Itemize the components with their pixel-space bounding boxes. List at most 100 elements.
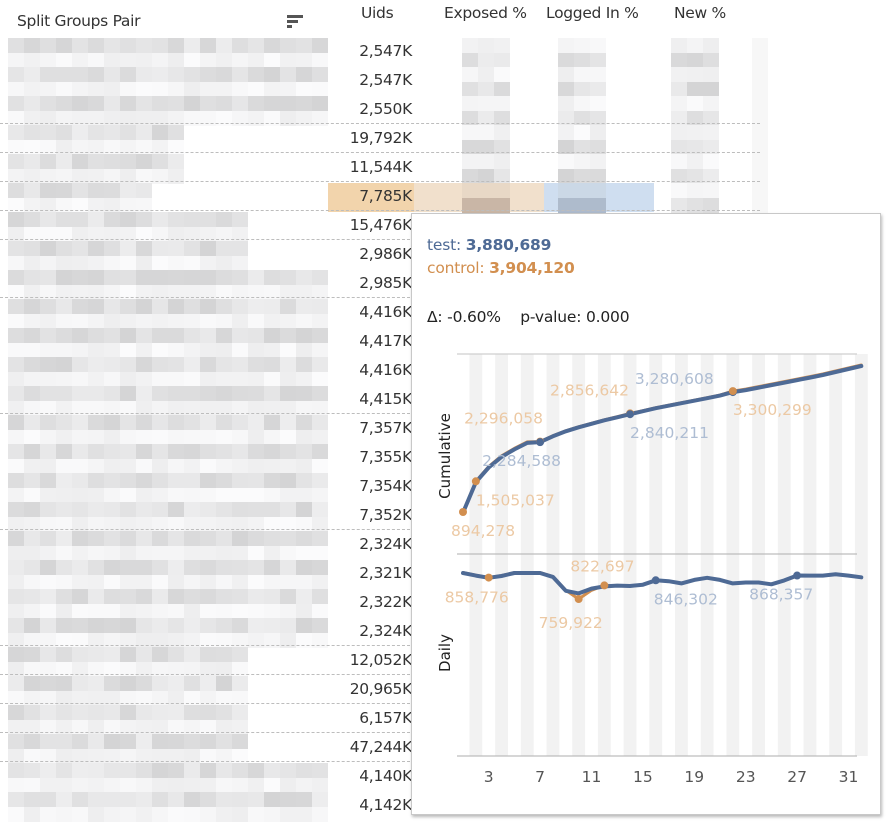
daily-data-label: 759,922 bbox=[539, 614, 603, 632]
sort-descending-icon[interactable] bbox=[287, 15, 303, 29]
daily-data-label: 822,697 bbox=[570, 557, 634, 575]
control-label: control: bbox=[427, 259, 485, 277]
column-header-new-pct[interactable]: New % bbox=[674, 4, 726, 22]
column-header-uids[interactable]: Uids bbox=[361, 4, 394, 22]
uids-cell: 2,547K bbox=[359, 42, 412, 60]
logged-in-pct-cell bbox=[558, 183, 606, 213]
uids-cell: 47,244K bbox=[349, 738, 413, 756]
daily-marker-control bbox=[574, 595, 583, 603]
extra-cell bbox=[752, 125, 768, 155]
uids-cell: 4,140K bbox=[359, 767, 412, 785]
exposed-pct-cell bbox=[462, 183, 510, 213]
cumulative-marker-control bbox=[728, 387, 737, 396]
cumulative-marker-control bbox=[471, 477, 480, 486]
table-row[interactable]: 7,357K bbox=[0, 415, 760, 445]
grid-band bbox=[726, 354, 740, 756]
table-row[interactable]: 2,985K bbox=[0, 270, 760, 300]
table-row[interactable]: 2,324K bbox=[0, 531, 760, 561]
table-row[interactable]: 15,476K bbox=[0, 212, 760, 242]
x-tick-label: 31 bbox=[839, 768, 859, 786]
group-separator bbox=[0, 674, 410, 675]
table-row[interactable]: 7,354K bbox=[0, 473, 760, 503]
uids-cell: 11,544K bbox=[349, 158, 413, 176]
column-header-split-groups-pair[interactable]: Split Groups Pair bbox=[17, 12, 141, 30]
x-tick-label: 3 bbox=[484, 768, 494, 786]
cumulative-line-test bbox=[461, 364, 864, 515]
cumulative-marker-control bbox=[459, 508, 467, 516]
column-header-logged-in-pct[interactable]: Logged In % bbox=[546, 4, 639, 22]
table-row[interactable]: 4,416K bbox=[0, 357, 760, 387]
uids-cell: 4,415K bbox=[359, 390, 412, 408]
column-header-exposed-pct[interactable]: Exposed % bbox=[444, 4, 527, 22]
exposed-pct-cell bbox=[462, 67, 510, 97]
cumulative-marker-test bbox=[626, 410, 635, 419]
table-row[interactable]: 7,352K bbox=[0, 502, 760, 532]
group-separator bbox=[0, 152, 760, 153]
table-row[interactable]: 7,355K bbox=[0, 444, 760, 474]
daily-data-label: 868,357 bbox=[749, 586, 813, 604]
group-separator bbox=[0, 529, 410, 530]
cumulative-data-label: 2,840,211 bbox=[630, 424, 709, 442]
uids-cell: 19,792K bbox=[349, 129, 413, 147]
grid-band bbox=[546, 354, 560, 756]
delta-value: -0.60% bbox=[447, 308, 501, 326]
tooltip-test-row: test: 3,880,689 bbox=[427, 236, 551, 254]
uids-cell: 2,322K bbox=[359, 593, 412, 611]
daily-marker-control bbox=[484, 573, 493, 582]
table-row[interactable]: 47,244K bbox=[0, 734, 760, 764]
table-row[interactable]: 2,321K bbox=[0, 560, 760, 590]
table-row[interactable]: 20,965K bbox=[0, 676, 760, 706]
new-pct-cell bbox=[671, 96, 719, 126]
extra-cell bbox=[752, 154, 768, 184]
table-row[interactable]: 2,324K bbox=[0, 618, 760, 648]
grid-band bbox=[675, 354, 688, 756]
cumulative-marker-test bbox=[536, 438, 545, 447]
group-separator bbox=[0, 413, 410, 414]
uids-cell: 2,550K bbox=[359, 100, 412, 118]
cumulative-data-label: 1,505,037 bbox=[476, 491, 555, 509]
tooltip-stats-row: Δ: -0.60% p-value: 0.000 bbox=[427, 308, 630, 326]
table-row[interactable]: 11,544K bbox=[0, 154, 768, 184]
extra-cell bbox=[752, 67, 768, 97]
daily-data-label: 846,302 bbox=[654, 590, 718, 608]
new-pct-cell bbox=[671, 183, 719, 213]
daily-marker-control bbox=[600, 581, 609, 590]
daily-marker-test bbox=[793, 571, 802, 580]
table-row[interactable]: 19,792K bbox=[0, 125, 768, 155]
delta-label: Δ: bbox=[427, 308, 443, 326]
exposed-pct-cell bbox=[462, 154, 510, 184]
table-row[interactable]: 7,785K bbox=[0, 183, 768, 213]
table-row[interactable]: 2,550K bbox=[0, 96, 768, 126]
table-row[interactable]: 12,052K bbox=[0, 647, 760, 677]
extra-cell bbox=[752, 38, 768, 68]
grid-band bbox=[597, 354, 611, 756]
group-separator bbox=[0, 239, 410, 240]
uids-cell: 12,052K bbox=[349, 651, 413, 669]
tooltip-chart: Cumulative Daily 894,278 1,505,037 2,296,058… bbox=[436, 353, 868, 786]
cumulative-data-label: 3,280,608 bbox=[635, 370, 714, 388]
table-row[interactable]: 4,416K bbox=[0, 299, 760, 329]
table-row[interactable]: 2,322K bbox=[0, 589, 760, 619]
x-tick-label: 7 bbox=[535, 768, 545, 786]
table-row[interactable]: 4,415K bbox=[0, 386, 760, 416]
table-row[interactable]: 2,547K bbox=[0, 67, 768, 97]
grid-band bbox=[520, 354, 534, 756]
table-row[interactable]: 2,986K bbox=[0, 241, 760, 271]
uids-cell: 4,417K bbox=[359, 332, 412, 350]
uids-cell: 7,357K bbox=[359, 419, 412, 437]
uids-cell: 7,352K bbox=[359, 506, 412, 524]
table-row[interactable]: 6,157K bbox=[0, 705, 760, 735]
x-tick-label: 27 bbox=[787, 768, 807, 786]
grid-band bbox=[469, 354, 483, 756]
uids-cell: 15,476K bbox=[349, 216, 413, 234]
table-row[interactable]: 4,417K bbox=[0, 328, 760, 358]
table-row[interactable]: 4,140K bbox=[0, 763, 760, 793]
grid-band bbox=[803, 354, 817, 756]
table-row[interactable]: 4,142K bbox=[0, 792, 760, 822]
uids-cell: 2,985K bbox=[359, 274, 412, 292]
group-separator bbox=[0, 181, 760, 182]
control-value: 3,904,120 bbox=[489, 259, 575, 277]
uids-cell: 7,355K bbox=[359, 448, 412, 466]
grid-band bbox=[623, 354, 637, 756]
table-row[interactable]: 2,547K bbox=[0, 38, 768, 68]
